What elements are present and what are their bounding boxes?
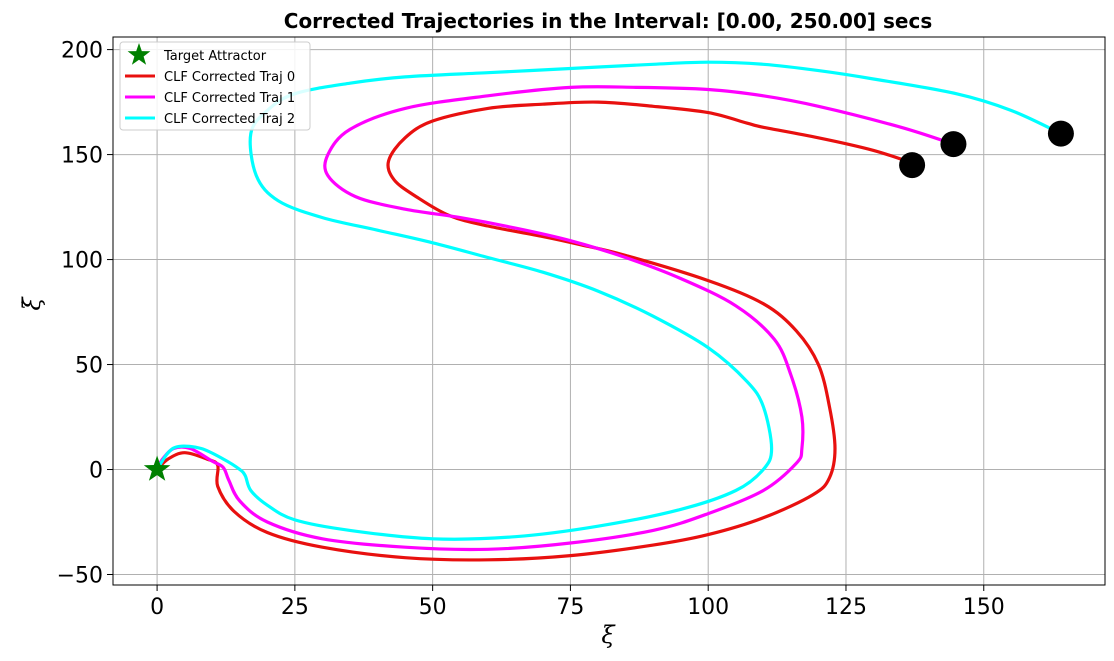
markers [143, 120, 1074, 481]
x-tick-label: 0 [150, 595, 164, 620]
x-tick-label: 150 [963, 595, 1005, 620]
y-tick-label: 0 [89, 459, 103, 484]
start-point-traj-1 [940, 131, 967, 158]
start-point-traj-2 [1047, 120, 1074, 147]
x-tick-label: 25 [281, 595, 309, 620]
legend-label-target: Target Attractor [163, 49, 267, 64]
legend: Target Attractor CLF Corrected Traj 0 CLF … [119, 41, 311, 131]
series-line-traj-1 [155, 85, 954, 552]
x-axis-label: ξ [601, 621, 616, 649]
y-axis-label: ξ̇ [18, 296, 46, 311]
y-tick-label: 100 [61, 249, 103, 274]
series-line-traj-2 [155, 60, 1062, 541]
legend-target-marker [127, 43, 151, 65]
legend-label-traj-2: CLF Corrected Traj 2 [164, 112, 295, 127]
x-tick-label: 100 [687, 595, 729, 620]
target-attractor-marker [143, 455, 171, 481]
series-line-traj-0 [155, 100, 913, 562]
y-tick-label: −50 [57, 564, 103, 589]
plot-frame [112, 36, 1106, 586]
grid [113, 37, 1105, 585]
y-tick-label: 150 [61, 144, 103, 169]
x-tick-label: 125 [825, 595, 867, 620]
start-point-traj-0 [899, 152, 926, 179]
legend-box [119, 41, 311, 131]
legend-label-traj-0: CLF Corrected Traj 0 [164, 70, 295, 85]
legend-label-traj-1: CLF Corrected Traj 1 [164, 91, 295, 106]
x-tick-label: 50 [419, 595, 447, 620]
y-tick-label: 200 [61, 39, 103, 64]
series-lines [155, 60, 1062, 562]
x-tick-label: 75 [556, 595, 584, 620]
y-tick-label: 50 [75, 354, 103, 379]
chart-title: Corrected Trajectories in the Interval: … [284, 9, 932, 33]
ticks: 0 25 50 75 100 125 150 −50 0 50 100 150 200 [57, 39, 1005, 620]
